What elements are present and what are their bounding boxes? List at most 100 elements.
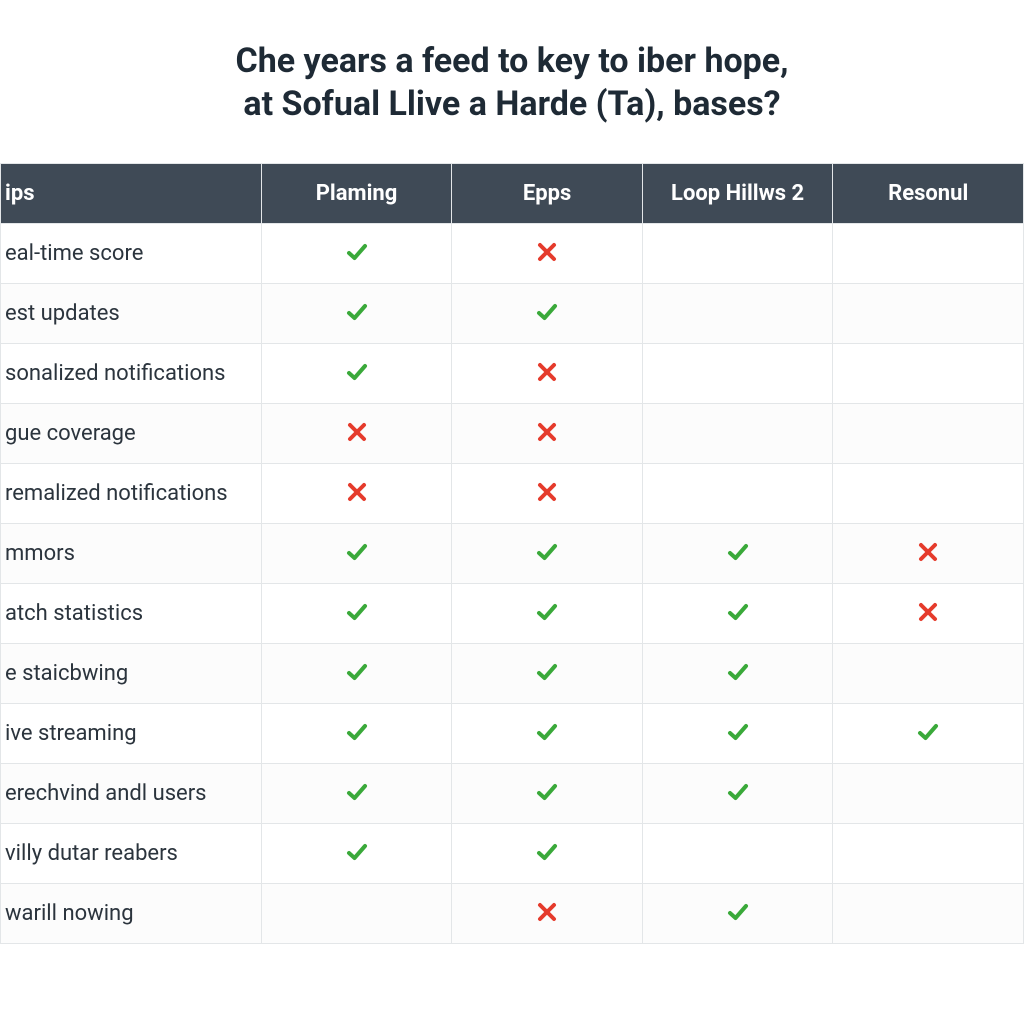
feature-cell xyxy=(261,224,452,284)
comparison-thead: ipsPlamingEppsLoop Hillws 2Resonul xyxy=(1,164,1024,224)
feature-cell xyxy=(452,464,643,524)
feature-cell xyxy=(261,644,452,704)
check-icon xyxy=(535,789,559,808)
check-icon xyxy=(916,729,940,748)
page-title-line1: Che years a feed to key to iber hope, xyxy=(235,41,788,81)
feature-cell xyxy=(833,764,1024,824)
check-icon xyxy=(535,609,559,628)
feature-cell xyxy=(261,404,452,464)
page-title: Che years a feed to key to iber hope, at… xyxy=(72,40,952,125)
feature-cell xyxy=(261,344,452,404)
feature-cell xyxy=(833,524,1024,584)
cross-icon xyxy=(535,369,559,388)
feature-label: erechvind andl users xyxy=(1,764,262,824)
table-row: warill nowing xyxy=(1,884,1024,944)
cross-icon xyxy=(535,489,559,508)
feature-cell xyxy=(833,884,1024,944)
comparison-tbody: eal-time scoreest updatessonalized notif… xyxy=(1,224,1024,944)
cross-icon xyxy=(535,909,559,928)
feature-cell xyxy=(642,404,833,464)
column-header-c4: Resonul xyxy=(833,164,1024,224)
feature-cell xyxy=(642,764,833,824)
table-row: e staicbwing xyxy=(1,644,1024,704)
cross-icon xyxy=(916,549,940,568)
table-row: sonalized notifications xyxy=(1,344,1024,404)
feature-cell xyxy=(833,464,1024,524)
comparison-table: ipsPlamingEppsLoop Hillws 2Resonul eal-t… xyxy=(0,163,1024,944)
feature-label: sonalized notifications xyxy=(1,344,262,404)
feature-cell xyxy=(642,704,833,764)
feature-label: gue coverage xyxy=(1,404,262,464)
page-root: Che years a feed to key to iber hope, at… xyxy=(0,0,1024,1024)
feature-cell xyxy=(261,464,452,524)
feature-cell xyxy=(833,584,1024,644)
feature-cell xyxy=(261,284,452,344)
feature-cell xyxy=(452,344,643,404)
check-icon xyxy=(345,669,369,688)
table-row: remalized notifications xyxy=(1,464,1024,524)
cross-icon xyxy=(345,429,369,448)
check-icon xyxy=(535,669,559,688)
feature-cell xyxy=(833,704,1024,764)
feature-cell xyxy=(642,884,833,944)
feature-cell xyxy=(833,824,1024,884)
cross-icon xyxy=(345,489,369,508)
column-header-c1: Plaming xyxy=(261,164,452,224)
check-icon xyxy=(345,369,369,388)
feature-label: eal-time score xyxy=(1,224,262,284)
feature-cell xyxy=(642,284,833,344)
feature-cell xyxy=(452,284,643,344)
feature-label: ive streaming xyxy=(1,704,262,764)
check-icon xyxy=(345,609,369,628)
table-row: mmors xyxy=(1,524,1024,584)
feature-label: e staicbwing xyxy=(1,644,262,704)
feature-label: warill nowing xyxy=(1,884,262,944)
feature-cell xyxy=(261,824,452,884)
feature-cell xyxy=(452,704,643,764)
feature-cell xyxy=(261,584,452,644)
check-icon xyxy=(726,789,750,808)
check-icon xyxy=(535,729,559,748)
feature-cell xyxy=(452,884,643,944)
check-icon xyxy=(535,849,559,868)
feature-cell xyxy=(833,344,1024,404)
comparison-table-wrap: ipsPlamingEppsLoop Hillws 2Resonul eal-t… xyxy=(0,163,1024,944)
check-icon xyxy=(345,309,369,328)
feature-cell xyxy=(452,764,643,824)
feature-label: mmors xyxy=(1,524,262,584)
feature-cell xyxy=(261,884,452,944)
check-icon xyxy=(345,849,369,868)
check-icon xyxy=(726,549,750,568)
cross-icon xyxy=(916,609,940,628)
feature-cell xyxy=(642,524,833,584)
check-icon xyxy=(345,549,369,568)
check-icon xyxy=(535,549,559,568)
column-header-c3: Loop Hillws 2 xyxy=(642,164,833,224)
feature-cell xyxy=(452,224,643,284)
cross-icon xyxy=(535,429,559,448)
feature-cell xyxy=(642,824,833,884)
feature-label: atch statistics xyxy=(1,584,262,644)
check-icon xyxy=(535,309,559,328)
table-row: erechvind andl users xyxy=(1,764,1024,824)
table-row: est updates xyxy=(1,284,1024,344)
feature-cell xyxy=(833,404,1024,464)
feature-cell xyxy=(833,284,1024,344)
feature-cell xyxy=(833,644,1024,704)
feature-cell xyxy=(452,644,643,704)
check-icon xyxy=(345,789,369,808)
feature-cell xyxy=(452,824,643,884)
feature-label: villy dutar reabers xyxy=(1,824,262,884)
feature-cell xyxy=(642,344,833,404)
check-icon xyxy=(726,609,750,628)
check-icon xyxy=(345,729,369,748)
cross-icon xyxy=(535,249,559,268)
table-row: gue coverage xyxy=(1,404,1024,464)
feature-cell xyxy=(833,224,1024,284)
feature-cell xyxy=(452,524,643,584)
table-row: ive streaming xyxy=(1,704,1024,764)
table-row: eal-time score xyxy=(1,224,1024,284)
feature-label: remalized notifications xyxy=(1,464,262,524)
table-row: villy dutar reabers xyxy=(1,824,1024,884)
feature-label: est updates xyxy=(1,284,262,344)
